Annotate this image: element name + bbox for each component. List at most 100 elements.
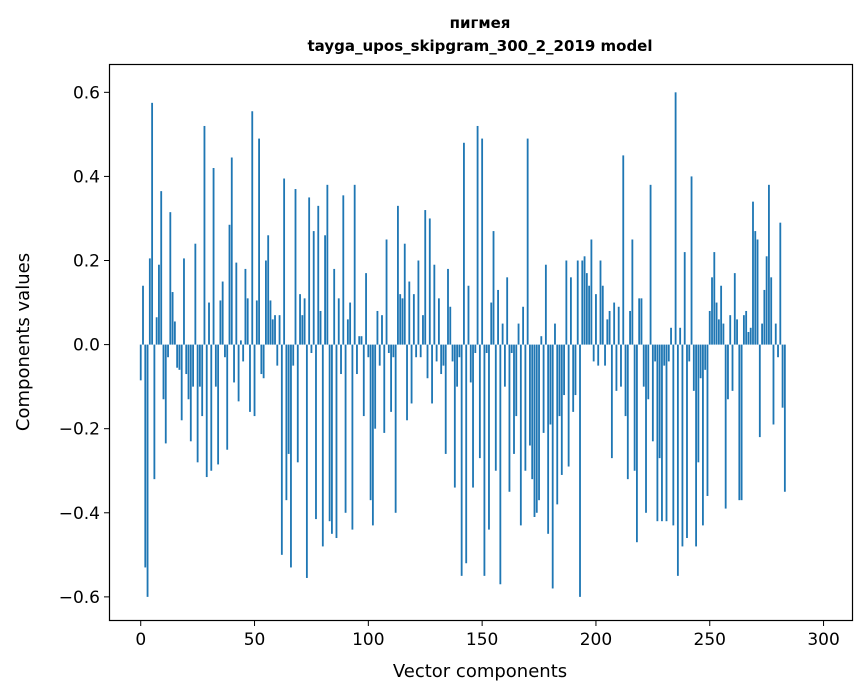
bar bbox=[724, 344, 727, 509]
bar bbox=[290, 344, 292, 568]
bar bbox=[155, 317, 158, 345]
bar bbox=[485, 344, 488, 354]
bar bbox=[699, 344, 702, 379]
bar bbox=[599, 260, 602, 345]
bar bbox=[533, 344, 536, 517]
bar bbox=[704, 344, 707, 370]
bar bbox=[237, 344, 240, 402]
bar bbox=[351, 344, 354, 530]
bar bbox=[544, 264, 547, 345]
bar bbox=[194, 243, 197, 345]
bar bbox=[178, 344, 181, 370]
bar bbox=[265, 260, 267, 345]
bar bbox=[299, 294, 301, 345]
bar bbox=[656, 344, 659, 522]
bar bbox=[595, 294, 597, 345]
bar bbox=[492, 231, 495, 345]
bar bbox=[378, 344, 381, 366]
bar bbox=[408, 281, 411, 345]
bar bbox=[469, 344, 472, 383]
bar bbox=[638, 298, 641, 345]
bar bbox=[624, 344, 627, 417]
bar bbox=[692, 344, 695, 391]
bar bbox=[415, 344, 418, 358]
bar bbox=[267, 235, 270, 345]
bar bbox=[556, 344, 559, 505]
bar bbox=[749, 327, 752, 345]
bar bbox=[490, 302, 493, 345]
bar bbox=[456, 344, 459, 387]
bar bbox=[747, 331, 750, 345]
bar bbox=[590, 239, 593, 345]
bar bbox=[526, 138, 529, 345]
bar bbox=[390, 344, 393, 412]
bar bbox=[276, 344, 279, 366]
bar bbox=[335, 344, 338, 539]
bar bbox=[353, 184, 356, 345]
bar bbox=[428, 218, 431, 345]
bar bbox=[535, 344, 538, 513]
bar bbox=[397, 205, 399, 345]
bar bbox=[676, 344, 679, 576]
bar bbox=[522, 306, 525, 345]
y-axis-ticks: −0.6 −0.4 −0.2 0.0 0.2 0.4 0.6 bbox=[59, 83, 110, 608]
bar bbox=[162, 344, 165, 400]
bar bbox=[585, 273, 588, 345]
bar bbox=[472, 344, 474, 488]
bar bbox=[640, 298, 643, 345]
bar bbox=[622, 155, 625, 345]
bar bbox=[321, 344, 324, 547]
chart-title: пигмея bbox=[450, 14, 511, 32]
bar bbox=[283, 178, 286, 345]
bar bbox=[387, 344, 390, 354]
bar bbox=[196, 344, 199, 463]
bar bbox=[383, 344, 386, 433]
bar bbox=[517, 323, 520, 345]
bar bbox=[333, 268, 336, 345]
bar bbox=[424, 210, 427, 345]
bar bbox=[296, 344, 299, 463]
bar bbox=[697, 344, 700, 463]
bar bbox=[280, 344, 283, 555]
bar bbox=[665, 344, 668, 522]
bar bbox=[369, 344, 372, 501]
bar bbox=[772, 344, 775, 425]
bar bbox=[171, 292, 174, 345]
chart-subtitle: tayga_upos_skipgram_300_2_2019 model bbox=[308, 37, 653, 55]
bar bbox=[606, 319, 609, 345]
bar bbox=[592, 344, 595, 362]
bar bbox=[752, 201, 754, 345]
bar bbox=[702, 344, 704, 526]
x-tick-label: 250 bbox=[694, 630, 726, 650]
bar bbox=[442, 344, 445, 366]
bar bbox=[478, 344, 481, 459]
bar bbox=[192, 344, 194, 387]
bar bbox=[510, 344, 513, 354]
bar bbox=[235, 262, 238, 345]
bar bbox=[144, 344, 147, 568]
bar bbox=[499, 344, 502, 585]
bar bbox=[305, 344, 308, 578]
bar bbox=[356, 344, 358, 375]
bar bbox=[651, 344, 654, 442]
bar bbox=[604, 344, 606, 366]
bar bbox=[610, 344, 613, 459]
bar bbox=[563, 344, 565, 396]
bar bbox=[713, 252, 716, 345]
bar bbox=[444, 344, 447, 454]
bar bbox=[269, 300, 272, 345]
bar bbox=[538, 344, 540, 501]
bar bbox=[540, 336, 543, 345]
bar bbox=[173, 321, 176, 345]
bar bbox=[224, 344, 226, 358]
bar bbox=[221, 281, 224, 345]
bar bbox=[403, 243, 406, 345]
bar bbox=[362, 344, 365, 417]
bar bbox=[394, 344, 397, 513]
bar bbox=[212, 168, 215, 345]
bar bbox=[249, 344, 251, 412]
bar bbox=[581, 260, 584, 345]
bar bbox=[601, 285, 604, 345]
bar bbox=[572, 344, 575, 412]
bar bbox=[349, 302, 352, 345]
